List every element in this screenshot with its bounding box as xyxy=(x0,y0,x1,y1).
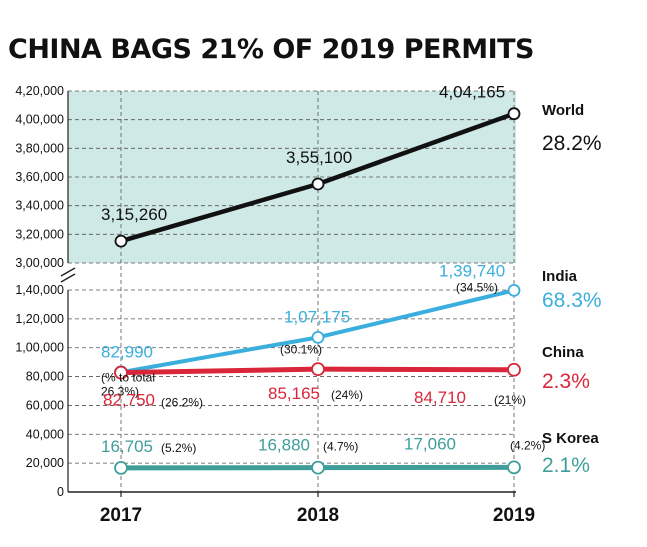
legend: World 28.2% India 68.3% China 2.3% S Korea 2.1% xyxy=(542,102,602,477)
legend-name-world: World xyxy=(542,102,584,119)
axis-break-mark xyxy=(60,267,76,283)
legend-name-india: India xyxy=(542,268,578,285)
data-point-world xyxy=(114,234,128,248)
series-lines xyxy=(114,107,521,475)
share-label-china: (21%) xyxy=(494,393,526,407)
data-point-india xyxy=(507,283,521,297)
legend-change-india: 68.3% xyxy=(542,289,602,312)
axes: 4,20,000 4,00,000 3,80,000 3,60,000 3,40,000… xyxy=(15,84,535,526)
data-label-india: 1,07,175 xyxy=(284,307,350,326)
y-tick-label: 4,20,000 xyxy=(15,84,64,98)
data-point-china xyxy=(114,365,128,380)
share-label-s-korea: (5.2%) xyxy=(161,441,196,455)
chart-title: CHINA BAGS 21% OF 2019 PERMITS xyxy=(8,34,534,65)
data-point-s-korea xyxy=(311,460,325,475)
share-label-china: (26.2%) xyxy=(161,396,203,410)
data-label-s-korea: 16,705 xyxy=(101,437,153,456)
y-tick-label: 40,000 xyxy=(26,427,64,441)
share-label-india: 26.3%) xyxy=(101,384,139,398)
data-label-india: 82,990 xyxy=(101,342,153,361)
data-point-s-korea xyxy=(114,460,128,475)
data-labels: 3,15,260 3,55,100 4,04,165 82,990 26.3%) 1,07… xyxy=(101,83,545,456)
data-label-china: 85,165 xyxy=(268,384,320,403)
data-label-india: 1,39,740 xyxy=(439,261,505,280)
x-tick-label: 2017 xyxy=(100,505,142,526)
x-tick-label: 2019 xyxy=(493,505,535,526)
y-tick-label: 3,80,000 xyxy=(15,141,64,155)
data-label-world: 3,55,100 xyxy=(286,148,352,167)
y-tick-label: 3,40,000 xyxy=(15,199,64,213)
data-label-china: 84,710 xyxy=(414,388,466,407)
share-label-s-korea: (4.2%) xyxy=(510,438,545,452)
y-tick-label: 3,60,000 xyxy=(15,170,64,184)
data-label-s-korea: 17,060 xyxy=(404,434,456,453)
y-tick-label: 1,00,000 xyxy=(15,341,64,355)
data-point-india xyxy=(311,330,325,344)
y-tick-label: 20,000 xyxy=(26,456,64,470)
legend-name-china: China xyxy=(542,344,584,361)
data-point-world xyxy=(311,177,325,191)
y-tick-label: 3,00,000 xyxy=(15,256,64,270)
share-label-india: (30.1%) xyxy=(280,342,322,356)
share-label-s-korea: (4.7%) xyxy=(323,440,358,454)
share-label-china: (24%) xyxy=(331,388,363,402)
x-tick-label: 2018 xyxy=(297,505,339,526)
y-tick-label: 1,20,000 xyxy=(15,312,64,326)
data-label-world: 4,04,165 xyxy=(439,83,505,102)
data-point-china xyxy=(311,362,325,377)
share-label-india: (34.5%) xyxy=(456,280,498,294)
grid-lines xyxy=(68,90,516,492)
y-tick-label: 4,00,000 xyxy=(15,113,64,127)
legend-change-world: 28.2% xyxy=(542,132,602,155)
legend-name-s-korea: S Korea xyxy=(542,430,599,447)
y-tick-label: 1,40,000 xyxy=(15,283,64,297)
legend-change-china: 2.3% xyxy=(542,370,590,393)
y-tick-label: 60,000 xyxy=(26,398,64,412)
y-tick-label: 0 xyxy=(57,485,64,499)
y-tick-label: 3,20,000 xyxy=(15,227,64,241)
data-point-china xyxy=(507,362,521,377)
data-point-world xyxy=(507,107,521,121)
data-label-s-korea: 16,880 xyxy=(258,436,310,455)
data-point-s-korea xyxy=(507,460,521,475)
data-label-china: 82,750 xyxy=(103,391,155,410)
y-tick-label: 80,000 xyxy=(26,370,64,384)
legend-change-s-korea: 2.1% xyxy=(542,454,590,477)
share-note: (% to total xyxy=(101,370,155,384)
data-label-world: 3,15,260 xyxy=(101,205,167,224)
